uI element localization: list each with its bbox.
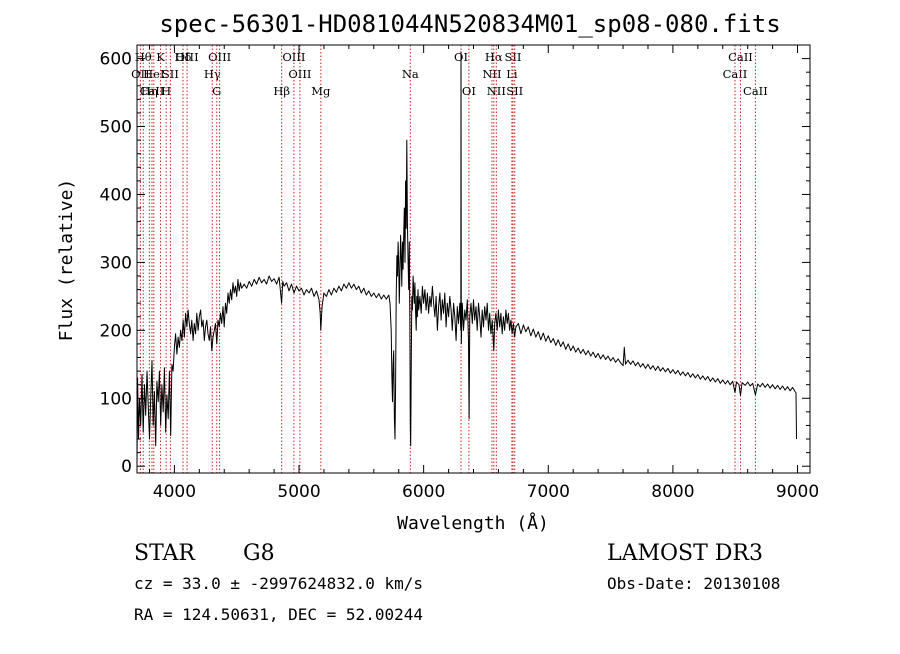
coordinates: RA = 124.50631, DEC = 52.00244 — [134, 605, 423, 624]
chart-title: spec-56301-HD081044N520834M01_sp08-080.f… — [159, 10, 780, 38]
y-tick-label: 0 — [121, 457, 132, 477]
object-subclass: G8 — [243, 541, 275, 566]
spectrum-line — [136, 51, 797, 467]
x-axis: 4000 5000 6000 7000 8000 9000 — [148, 45, 819, 502]
y-axis-label: Flux (relative) — [56, 179, 77, 342]
line-label-sii: SII — [162, 67, 179, 81]
x-tick-label: 5000 — [277, 482, 320, 502]
line-label-hθ: Hθ — [135, 50, 152, 64]
y-tick-label: 200 — [100, 321, 132, 341]
y-tick-label: 100 — [100, 389, 132, 409]
line-label-oiii: OIII — [208, 50, 231, 64]
x-tick-label: 7000 — [527, 482, 570, 502]
survey-name: LAMOST DR3 — [607, 541, 763, 566]
y-tick-label: 600 — [100, 50, 132, 70]
line-label-oi: OI — [462, 84, 476, 98]
y-tick-label: 400 — [100, 185, 132, 205]
line-label-caii: CaII — [723, 67, 748, 81]
line-label-oii: OII — [131, 67, 150, 81]
line-label-caii: CaII — [728, 50, 753, 64]
y-axis: 0 100 200 300 400 500 600 — [100, 44, 810, 477]
plot-frame — [136, 44, 811, 474]
line-marker-group: OIIHθHηCaIIHeIKHSIIHδOIIIHγGOIIIHβOIIIOI… — [131, 45, 768, 473]
object-class: STAR — [134, 541, 196, 566]
line-label-h: H — [161, 84, 171, 98]
line-label-oiii: OIII — [288, 67, 311, 81]
line-label-g: G — [212, 84, 221, 98]
line-label-oiii: OIII — [282, 50, 305, 64]
line-label-na: Na — [402, 67, 419, 81]
line-label-k: K — [156, 50, 165, 64]
x-axis-label: Wavelength (Å) — [397, 512, 549, 534]
line-label-hβ: Hβ — [273, 84, 290, 98]
line-label-caii: CaII — [743, 84, 768, 98]
line-label-li: Li — [506, 67, 518, 81]
x-tick-label: 9000 — [776, 482, 819, 502]
line-label-nii: NII — [482, 67, 501, 81]
x-tick-label: 4000 — [153, 482, 196, 502]
y-tick-label: 300 — [100, 253, 132, 273]
line-label-mg: Mg — [311, 84, 331, 98]
line-label-hγ: Hγ — [204, 67, 221, 81]
redshift-readout: cz = 33.0 ± -2997624832.0 km/s — [134, 574, 423, 593]
x-tick-label: 6000 — [402, 482, 445, 502]
line-label-oiii: OIII — [176, 50, 199, 64]
x-tick-label: 8000 — [651, 482, 694, 502]
line-label-hei: HeI — [143, 67, 164, 81]
line-label-nii: NII — [487, 84, 506, 98]
line-label-sii: SII — [506, 84, 523, 98]
obs-date: Obs-Date: 20130108 — [607, 574, 780, 593]
line-label-sii: SII — [505, 50, 522, 64]
spectrum-series-group — [136, 51, 797, 467]
line-label-caii: CaII — [140, 84, 165, 98]
y-tick-label: 500 — [100, 118, 132, 138]
line-label-hα: Hα — [485, 50, 503, 64]
